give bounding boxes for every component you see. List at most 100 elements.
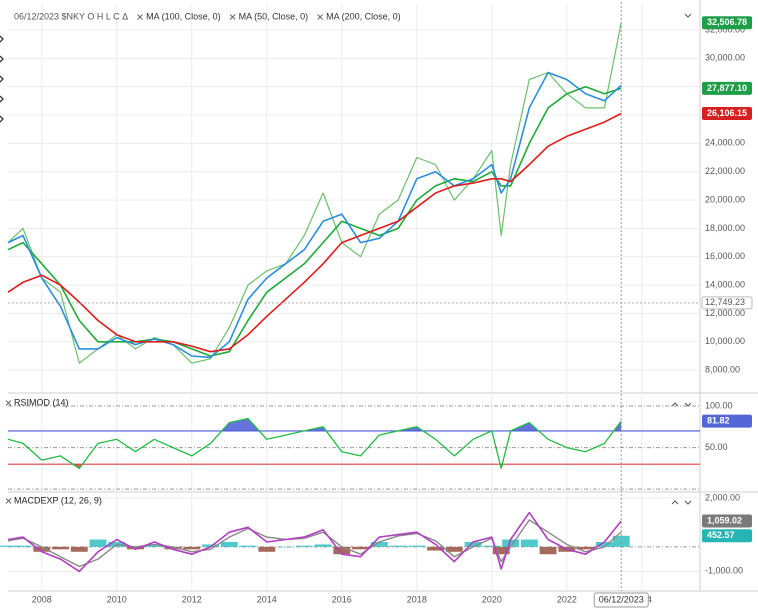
- panel-title: 06/12/2023 $NKY O H L C Δ: [14, 11, 128, 21]
- last-value-label: 1,059.02: [707, 515, 742, 525]
- x-tick-label: 2022: [557, 594, 577, 604]
- histogram-bar: [127, 546, 144, 550]
- y-tick-label: 50.00: [705, 442, 728, 452]
- toolbar-arrows[interactable]: [0, 35, 4, 123]
- histogram-bar: [464, 541, 482, 547]
- crosshair-label: 12,749.23: [705, 297, 745, 307]
- panel-borders: [8, 0, 758, 592]
- last-value-box: [702, 529, 752, 543]
- y-tick-label: 18,000.00: [705, 223, 745, 233]
- histogram-bar: [445, 546, 463, 552]
- histogram-bar: [539, 546, 557, 555]
- histogram-bar: [612, 535, 630, 547]
- histogram-bar: [0, 545, 17, 547]
- histogram-bar: [70, 546, 88, 552]
- histogram-bar: [202, 544, 219, 547]
- last-value-label: 27,877.10: [707, 83, 747, 93]
- histogram-bar: [220, 541, 238, 547]
- y-tick-label: -1,000.00: [705, 566, 743, 576]
- legend-entry: MA (200, Close, 0): [326, 11, 401, 21]
- x-tick-label: 2014: [257, 594, 277, 604]
- histogram-bar: [352, 546, 370, 550]
- y-tick-label: 12,000.00: [705, 308, 745, 318]
- y-tick-label: 8,000.00: [705, 365, 740, 375]
- last-value-label: 26,106.15: [707, 108, 747, 118]
- y-tick-label: 32,000.00: [705, 24, 745, 34]
- last-value-label: 452.57: [707, 530, 735, 540]
- histogram-bar: [145, 544, 163, 547]
- panel-controls[interactable]: [671, 13, 692, 505]
- histogram-bar: [314, 544, 332, 547]
- y-tick-label: 24,000.00: [705, 138, 745, 148]
- series-line: [7, 417, 622, 470]
- histogram-bar: [389, 545, 407, 547]
- histogram-bar: [333, 546, 351, 555]
- legend-entry: MA (50, Close, 0): [239, 11, 309, 21]
- crosshair-label-box: [701, 296, 753, 310]
- remove-icon: [5, 498, 12, 504]
- y-tick-label: 16,000.00: [705, 251, 745, 261]
- toolbar-arrow[interactable]: [0, 55, 4, 63]
- toolbar-arrow[interactable]: [0, 95, 4, 103]
- histogram-bar: [595, 541, 613, 547]
- histogram-bar: [408, 545, 426, 547]
- histogram-bar: [370, 541, 388, 547]
- move-up-button[interactable]: [671, 500, 679, 505]
- histogram-bar: [52, 546, 69, 550]
- x-tick-label: 2012: [182, 594, 202, 604]
- histogram-bar: [492, 546, 510, 555]
- x-tick-label: 2016: [332, 594, 352, 604]
- histogram-bar: [183, 546, 201, 550]
- last-value-box: [702, 107, 752, 121]
- panel-title: RSIMOD (14): [14, 397, 69, 407]
- histogram-bar: [520, 539, 538, 547]
- toolbar-arrow[interactable]: [0, 75, 4, 83]
- last-value-box: [702, 81, 752, 95]
- y-tick-label: 20,000.00: [705, 194, 745, 204]
- histogram-bar: [33, 546, 51, 552]
- histogram-bar: [164, 546, 182, 550]
- y-tick-label: 30,000.00: [705, 53, 745, 63]
- crosshair-date-label: 06/12/2023: [599, 594, 644, 604]
- last-value-label: 81.82: [707, 415, 730, 425]
- x-tick-label: 2010: [107, 594, 127, 604]
- move-down-button[interactable]: [684, 402, 692, 407]
- histogram-bar: [258, 546, 276, 552]
- y-tick-label: 14,000.00: [705, 279, 745, 289]
- x-tick-label: 2018: [407, 594, 427, 604]
- histogram-bar: [89, 539, 107, 547]
- series-line: [7, 71, 622, 359]
- x-tick-label: 2020: [482, 594, 502, 604]
- move-up-button[interactable]: [671, 402, 679, 407]
- last-value-box: [702, 514, 752, 528]
- remove-icon: [137, 14, 143, 20]
- series-line: [7, 511, 622, 573]
- histogram-bar: [502, 539, 520, 547]
- collapse-button[interactable]: [684, 13, 692, 18]
- histogram-bar: [14, 545, 32, 547]
- series-line: [7, 112, 622, 353]
- series-line: [7, 22, 622, 364]
- x-tick-label: 2008: [32, 594, 52, 604]
- remove-icon: [229, 14, 236, 20]
- histogram-bar: [483, 545, 501, 547]
- series-line: [7, 519, 622, 568]
- histogram-bar: [427, 546, 445, 551]
- legend-entry: MA (100, Close, 0): [146, 11, 221, 21]
- y-tick-label: 100.00: [705, 400, 733, 410]
- last-value-box: [702, 414, 752, 428]
- toolbar-arrow[interactable]: [0, 35, 4, 43]
- histogram-bar: [295, 545, 313, 547]
- move-down-button[interactable]: [684, 500, 692, 505]
- y-tick-label: 2,000.00: [705, 492, 740, 502]
- y-tick-label: 10,000.00: [705, 336, 745, 346]
- last-value-box: [702, 16, 752, 30]
- remove-icon: [317, 14, 323, 20]
- histogram-bar: [277, 546, 294, 548]
- remove-icon: [5, 400, 12, 406]
- panel-title: MACDEXP (12, 26, 9): [14, 495, 102, 505]
- toolbar-arrow[interactable]: [0, 115, 4, 123]
- histogram-bar: [577, 546, 595, 550]
